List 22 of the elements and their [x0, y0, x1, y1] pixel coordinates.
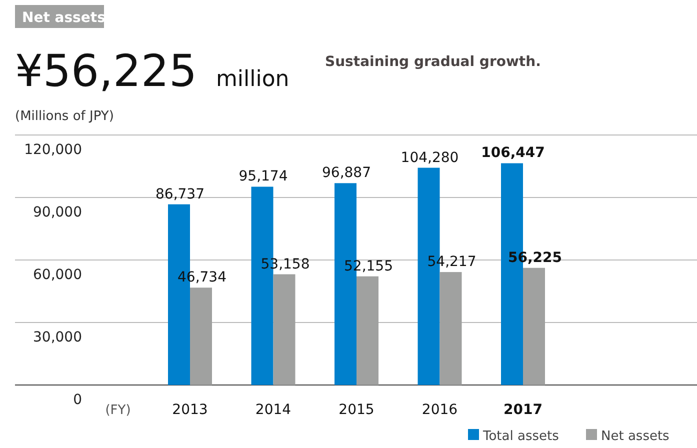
y-tick-label: 30,000 [33, 330, 82, 346]
data-label: 96,887 [322, 165, 371, 182]
data-label: 104,280 [400, 150, 459, 166]
legend-label: Net assets [601, 429, 670, 444]
chart-subtitle: ¥56,225 million [15, 46, 290, 97]
legend-label: Total assets [482, 429, 560, 444]
y-tick-label: 0 [73, 392, 82, 408]
x-tick-label: 2017 [504, 402, 542, 418]
text: Sustaining gradual growth. [325, 54, 541, 70]
y-axis-title: (Millions of JPY) [15, 109, 114, 124]
y-tick-label: 60,000 [33, 267, 82, 283]
data-label: 86,737 [156, 186, 204, 202]
data-label: 106,447 [481, 145, 545, 162]
y-tick-label: 90,000 [33, 204, 82, 220]
chart-title: Net assets [22, 10, 106, 26]
x-tick-label: 2013 [172, 402, 208, 418]
x-tick-label: 2014 [255, 402, 292, 418]
x-tick-label: 2015 [338, 402, 374, 418]
y-tick-label: 120,000 [24, 142, 82, 158]
x-tick-label: 2016 [422, 402, 458, 418]
data-label: 95,174 [238, 168, 288, 185]
x-axis-title: (FY) [105, 403, 131, 418]
